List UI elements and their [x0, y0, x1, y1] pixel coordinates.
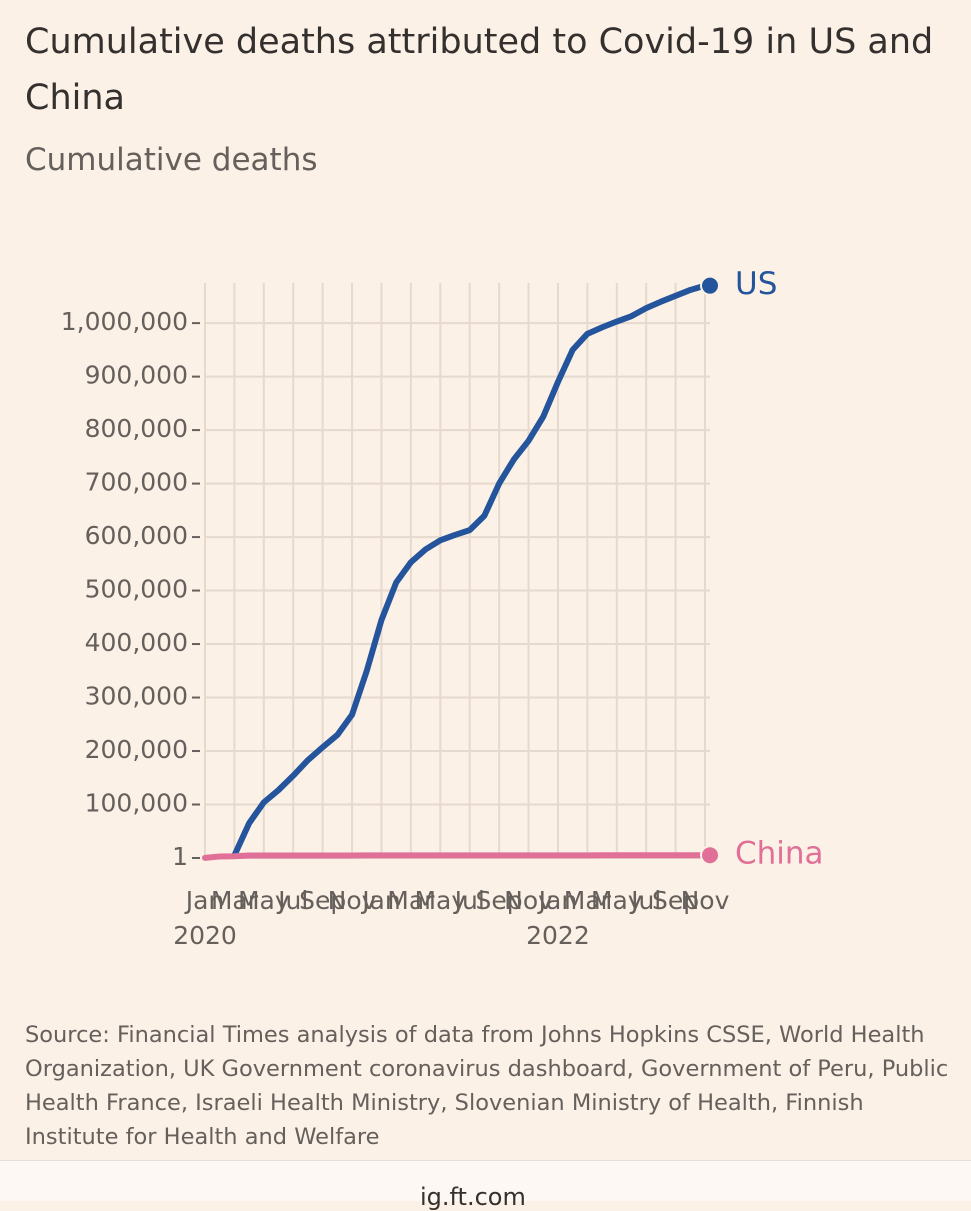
- y-tick-label: 400,000: [85, 628, 188, 657]
- x-tick-label: Jul: [629, 886, 661, 915]
- y-tick-label: 500,000: [85, 575, 188, 604]
- source-note: Source: Financial Times analysis of data…: [25, 1022, 949, 1150]
- x-year-label: 2020: [173, 921, 237, 950]
- x-tick-label: Jan: [537, 886, 578, 915]
- x-year-label: 2022: [526, 921, 590, 950]
- x-tick-label: Nov: [328, 886, 377, 915]
- end-dot: [700, 845, 720, 866]
- chart: JanMarMayJulSepNovJanMarMayJulSepNovJanM…: [61, 266, 824, 950]
- y-tick-label: 100,000: [85, 789, 188, 818]
- x-tick-label: May: [238, 886, 290, 915]
- y-tick-label: 1: [172, 842, 188, 871]
- end-dot: [700, 275, 720, 296]
- x-tick-label: Nov: [681, 886, 730, 915]
- y-tick-label: 700,000: [85, 468, 188, 497]
- x-tick-label: Sep: [299, 886, 346, 915]
- y-tick-label: 600,000: [85, 521, 188, 550]
- series-line: [231, 282, 708, 859]
- chart-subtitle: Cumulative deaths: [25, 142, 318, 178]
- x-tick-label: Mar: [211, 886, 259, 915]
- x-tick-label: Mar: [564, 886, 612, 915]
- y-tick-label: 1,000,000: [61, 307, 188, 336]
- x-tick-label: Jan: [360, 886, 401, 915]
- x-tick-label: Jul: [276, 886, 308, 915]
- y-tick-label: 200,000: [85, 735, 188, 764]
- y-tick-label: 800,000: [85, 414, 188, 443]
- chart-title: Cumulative deaths attributed to Covid-19…: [25, 22, 934, 118]
- x-tick-label: May: [414, 886, 466, 915]
- series-label: China: [735, 836, 824, 872]
- x-tick-label: May: [591, 886, 643, 915]
- x-tick-label: Jan: [184, 886, 225, 915]
- x-tick-label: Mar: [387, 886, 435, 915]
- footer-url: ig.ft.com: [420, 1183, 526, 1211]
- x-tick-label: Jul: [453, 886, 485, 915]
- x-tick-label: Sep: [652, 886, 699, 915]
- footer-bar: [0, 1160, 971, 1201]
- x-tick-label: Sep: [476, 886, 523, 915]
- x-tick-label: Nov: [504, 886, 553, 915]
- series-line: [202, 852, 708, 861]
- y-tick-label: 300,000: [85, 682, 188, 711]
- series-label: US: [735, 266, 777, 302]
- y-tick-label: 900,000: [85, 361, 188, 390]
